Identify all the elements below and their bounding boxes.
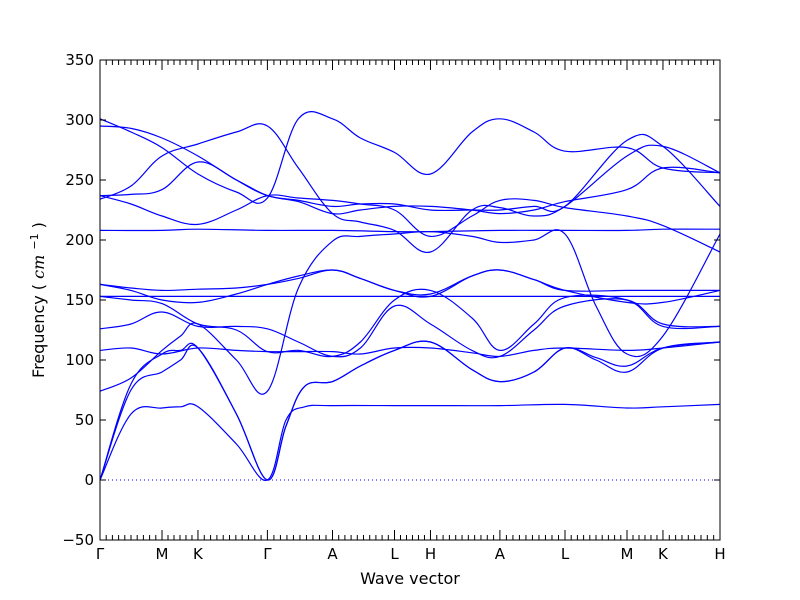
x-tick-label: Γ bbox=[96, 545, 105, 563]
y-tick-label: 100 bbox=[65, 351, 94, 369]
band-line-13 bbox=[99, 161, 721, 215]
band-line-11 bbox=[99, 228, 721, 233]
x-tick-label: K bbox=[658, 545, 669, 563]
x-tick-label: K bbox=[193, 545, 204, 563]
y-ticks: −50 0 50 100 150 200 250 300 350 bbox=[62, 51, 720, 549]
band-line-15 bbox=[99, 125, 721, 213]
y-tick-label: 250 bbox=[65, 171, 94, 189]
x-axis-label: Wave vector bbox=[360, 569, 460, 588]
x-tick-label: H bbox=[425, 545, 436, 563]
x-minor-ticks bbox=[105, 60, 715, 540]
x-tick-label: Γ bbox=[263, 545, 272, 563]
x-tick-label: M bbox=[156, 545, 169, 563]
y-axis-label-unit-exp: −1 bbox=[28, 233, 41, 249]
y-axis-label-open-paren: ( bbox=[29, 284, 48, 290]
band-line-14 bbox=[99, 123, 721, 253]
y-axis-label-unit-base: cm bbox=[29, 255, 48, 279]
y-tick-label: 0 bbox=[84, 471, 94, 489]
y-tick-label: 50 bbox=[75, 411, 94, 429]
x-tick-label: L bbox=[561, 545, 570, 563]
band-line-10 bbox=[99, 269, 721, 305]
x-tick-label: A bbox=[327, 545, 338, 563]
y-axis-label-text: Frequency bbox=[29, 295, 48, 378]
y-tick-label: 300 bbox=[65, 111, 94, 129]
band-line-4 bbox=[99, 229, 721, 395]
band-line-12 bbox=[99, 194, 721, 253]
y-tick-label: 150 bbox=[65, 291, 94, 309]
y-tick-label: 350 bbox=[65, 51, 94, 69]
band-line-3 bbox=[99, 340, 721, 481]
band-line-5 bbox=[99, 341, 721, 358]
x-tick-label: A bbox=[495, 545, 506, 563]
y-axis-label: Frequency ( cm −1 ) bbox=[28, 222, 49, 378]
y-tick-label: −50 bbox=[62, 531, 94, 549]
y-axis-label-close-paren: ) bbox=[29, 222, 48, 228]
band-line-1 bbox=[99, 403, 721, 481]
x-tick-label: M bbox=[621, 545, 634, 563]
x-tick-label: H bbox=[714, 545, 725, 563]
x-tick-label: L bbox=[390, 545, 399, 563]
band-line-6 bbox=[99, 298, 721, 359]
band-lines bbox=[99, 111, 721, 481]
band-line-16 bbox=[99, 111, 721, 204]
y-tick-label: 200 bbox=[65, 231, 94, 249]
